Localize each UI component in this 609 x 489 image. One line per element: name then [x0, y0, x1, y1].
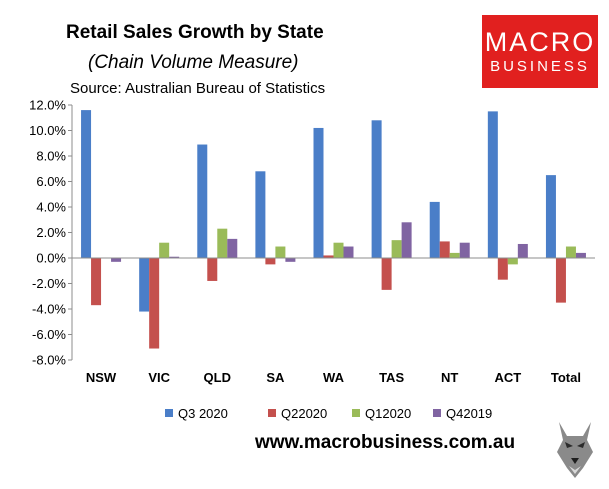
legend-swatch [268, 409, 276, 417]
bar-nt-q42019 [459, 242, 470, 258]
x-tick-label: Total [551, 370, 581, 385]
legend-swatch [352, 409, 360, 417]
logo-text-business: BUSINESS [490, 57, 590, 75]
bar-qld-q42019 [227, 238, 238, 258]
chart-title: Retail Sales Growth by State [66, 22, 324, 43]
bar-sa-q12020 [275, 246, 286, 258]
bar-chart: 12.0% 10.0% 8.0% 6.0% 4.0% 2.0% 0.0% -2.0% -4.0%… [29, 98, 595, 421]
x-tick-label: NT [441, 370, 458, 385]
legend-label: Q42019 [446, 406, 492, 421]
y-tick-label: 2.0% [36, 225, 66, 240]
bar-sa-q42019 [285, 258, 296, 262]
chart-source: Source: Australian Bureau of Statistics [70, 80, 326, 97]
y-tick-label: 0.0% [36, 251, 66, 266]
y-tick-label: 8.0% [36, 149, 66, 164]
bar-total-q12020 [565, 246, 576, 258]
x-axis: NSW VIC QLD SA WA TAS NT ACT Total [72, 257, 595, 385]
logo-text-macro: MACRO [484, 26, 596, 57]
x-tick-label: TAS [379, 370, 404, 385]
bar-act-q22020 [497, 258, 508, 280]
y-tick-label: 10.0% [29, 123, 66, 138]
bar-wa-q12020 [333, 242, 344, 258]
legend-label: Q3 2020 [178, 406, 228, 421]
x-tick-label: NSW [86, 370, 117, 385]
y-tick-label: 12.0% [29, 98, 66, 113]
x-tick-label: WA [323, 370, 345, 385]
bar-wa-q22020 [323, 255, 334, 258]
x-tick-label: ACT [494, 370, 521, 385]
bar-total-q42019 [575, 252, 586, 258]
x-tick-label: VIC [148, 370, 170, 385]
legend: Q3 2020 Q22020 Q12020 Q42019 [165, 406, 492, 421]
bar-qld-q12020 [217, 228, 228, 258]
chart-subtitle: (Chain Volume Measure) [88, 52, 299, 73]
bar-wa-q32020 [313, 127, 324, 258]
y-tick-label: 6.0% [36, 174, 66, 189]
wolf-head-icon [553, 418, 597, 480]
bar-vic-q42019 [169, 256, 180, 258]
bar-vic-q22020 [149, 258, 160, 349]
bar-nt-q32020 [429, 201, 440, 258]
legend-swatch [433, 409, 441, 417]
bar-tas-q22020 [381, 258, 392, 290]
bar-qld-q32020 [197, 144, 208, 258]
macrobusiness-logo: MACRO BUSINESS [482, 15, 598, 88]
bar-total-q22020 [555, 258, 566, 303]
bar-nsw-q32020 [81, 110, 92, 258]
bar-vic-q32020 [139, 258, 150, 312]
bar-nt-q12020 [449, 252, 460, 258]
y-tick-label: -8.0% [32, 353, 66, 368]
bar-wa-q42019 [343, 246, 354, 258]
bar-vic-q12020 [159, 242, 170, 258]
legend-label: Q22020 [281, 406, 327, 421]
bar-tas-q42019 [401, 222, 412, 258]
legend-swatch [165, 409, 173, 417]
bar-nsw-q42019 [111, 258, 122, 262]
bar-nt-q22020 [439, 241, 450, 258]
legend-label: Q12020 [365, 406, 411, 421]
bars [81, 110, 586, 349]
x-tick-label: SA [266, 370, 285, 385]
y-tick-label: -6.0% [32, 327, 66, 342]
y-axis: 12.0% 10.0% 8.0% 6.0% 4.0% 2.0% 0.0% -2.0% -4.0%… [29, 98, 73, 368]
bar-tas-q32020 [371, 120, 382, 258]
bar-tas-q12020 [391, 240, 402, 258]
bar-sa-q22020 [265, 258, 276, 265]
y-tick-label: 4.0% [36, 200, 66, 215]
website-url: www.macrobusiness.com.au [255, 432, 516, 453]
bar-sa-q32020 [255, 171, 266, 258]
bar-nsw-q22020 [91, 258, 102, 306]
bar-qld-q22020 [207, 258, 218, 281]
bar-act-q32020 [487, 111, 498, 258]
bar-act-q42019 [517, 243, 528, 258]
bar-act-q12020 [507, 258, 518, 265]
y-tick-label: -4.0% [32, 302, 66, 317]
x-tick-label: QLD [204, 370, 231, 385]
y-tick-label: -2.0% [32, 276, 66, 291]
bar-total-q32020 [545, 175, 556, 258]
